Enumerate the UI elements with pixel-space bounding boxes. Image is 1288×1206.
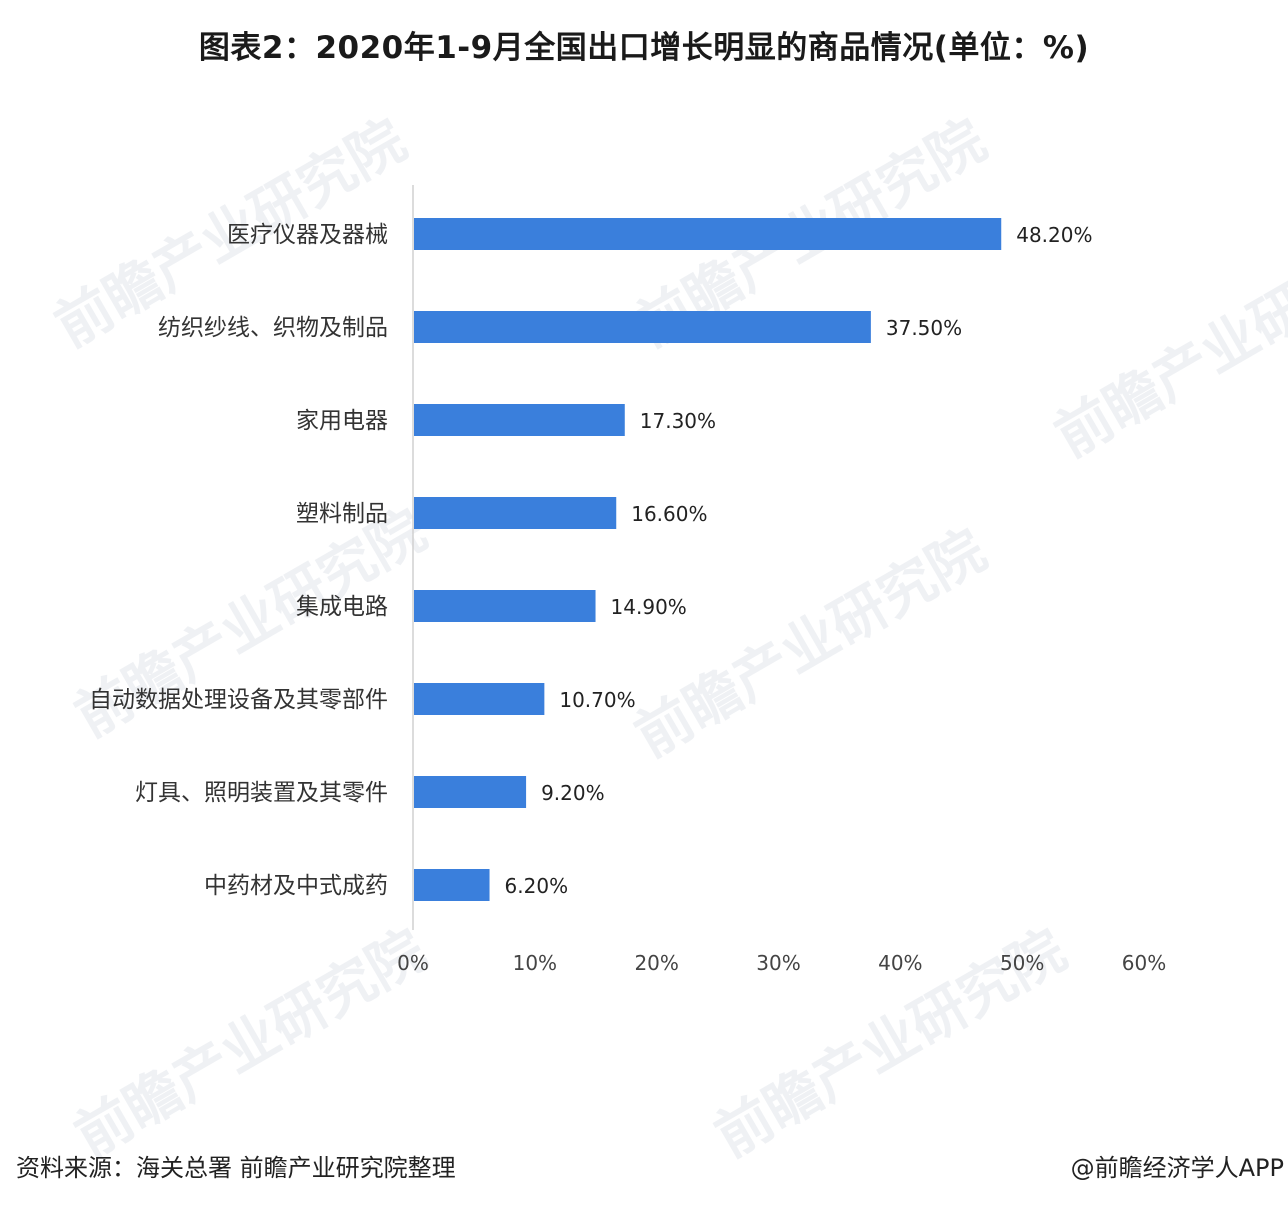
bar (414, 590, 596, 622)
bar (414, 869, 490, 901)
data-label: 16.60% (631, 502, 707, 526)
bar (414, 497, 617, 529)
category-label: 集成电路 (296, 594, 388, 620)
x-tick-label: 50% (1000, 951, 1044, 975)
watermark-6: 前瞻产业研究院 (1045, 218, 1288, 470)
data-label: 14.90% (611, 595, 687, 619)
bar (414, 311, 871, 343)
category-label: 灯具、照明装置及其零件 (135, 780, 388, 806)
x-tick-label: 20% (634, 951, 678, 975)
data-label: 10.70% (559, 688, 635, 712)
category-label: 自动数据处理设备及其零部件 (89, 687, 388, 713)
x-tick-label: 30% (756, 951, 800, 975)
source-note: 资料来源：海关总署 前瞻产业研究院整理 (16, 1154, 456, 1182)
plot-area: 医疗仪器及器械 48.20% 纺织纱线、织物及制品 37.50% 家用电器 17.30% 塑… (89, 185, 1166, 975)
credit-note: @前瞻经济学人APP (1070, 1154, 1284, 1182)
data-label: 48.20% (1016, 223, 1092, 247)
chart-title: 图表2：2020年1-9月全国出口增长明显的商品情况(单位：%) (198, 30, 1090, 66)
x-tick-label: 0% (397, 951, 429, 975)
category-label: 医疗仪器及器械 (227, 222, 388, 248)
x-tick-label: 60% (1122, 951, 1166, 975)
watermark-4: 前瞻产业研究院 (65, 918, 437, 1170)
data-label: 9.20% (541, 781, 605, 805)
data-label: 17.30% (640, 409, 716, 433)
watermark-3: 前瞻产业研究院 (625, 518, 997, 770)
bar (414, 776, 527, 808)
data-label: 6.20% (505, 874, 569, 898)
category-label: 塑料制品 (296, 501, 388, 527)
data-label: 37.50% (886, 316, 962, 340)
category-label: 家用电器 (296, 408, 388, 434)
bar (414, 404, 625, 436)
bar (414, 218, 1002, 250)
category-label: 中药材及中式成药 (204, 873, 388, 899)
bar (414, 683, 545, 715)
x-tick-label: 10% (513, 951, 557, 975)
x-tick-label: 40% (878, 951, 922, 975)
category-label: 纺织纱线、织物及制品 (158, 315, 388, 341)
